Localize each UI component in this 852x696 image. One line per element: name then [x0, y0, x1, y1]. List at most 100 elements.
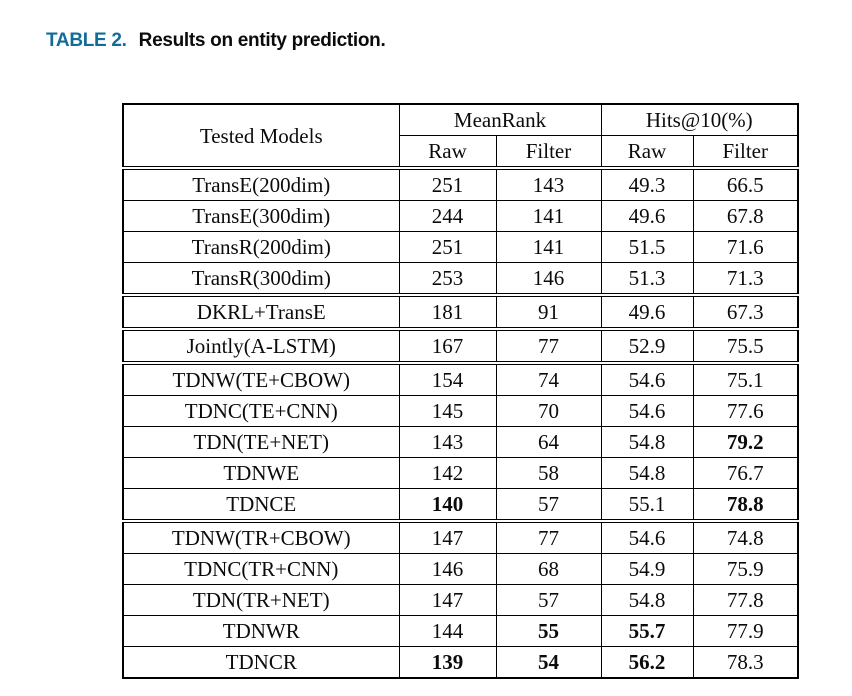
table-row: TDN(TR+NET) 147 57 54.8 77.8	[122, 584, 799, 616]
model-cell: Jointly(A-LSTM)	[122, 327, 400, 364]
value-cell: 147	[398, 584, 497, 616]
value-cell: 251	[398, 166, 497, 201]
value-cell: 54.6	[600, 519, 694, 554]
table-row: TransR(200dim) 251 141 51.5 71.6	[122, 231, 799, 263]
value-cell: 52.9	[600, 327, 694, 364]
value-cell: 147	[398, 519, 497, 554]
value-cell: 146	[398, 553, 497, 585]
model-cell: TransR(300dim)	[122, 262, 400, 296]
column-group-meanrank: MeanRank	[398, 103, 602, 136]
value-cell: 77	[495, 327, 602, 364]
model-cell: TDN(TR+NET)	[122, 584, 400, 616]
model-cell: TDNCE	[122, 488, 400, 522]
table-row: TDNCR 139 54 56.2 78.3	[122, 646, 799, 679]
value-cell: 71.6	[692, 231, 799, 263]
value-cell: 74	[495, 361, 602, 396]
value-cell: 143	[495, 166, 602, 201]
value-cell: 77.9	[692, 615, 799, 647]
table-label: TABLE 2.	[46, 30, 127, 51]
value-cell: 181	[398, 293, 497, 330]
value-cell: 74.8	[692, 519, 799, 554]
value-cell: 146	[495, 262, 602, 296]
table-row: TDNW(TR+CBOW) 147 77 54.6 74.8	[122, 519, 799, 554]
table-row: DKRL+TransE 181 91 49.6 67.3	[122, 293, 799, 330]
value-cell: 244	[398, 200, 497, 232]
value-cell: 54.8	[600, 584, 694, 616]
model-cell: TDNW(TR+CBOW)	[122, 519, 400, 554]
value-cell: 144	[398, 615, 497, 647]
value-cell: 253	[398, 262, 497, 296]
table-row: TDNC(TE+CNN) 145 70 54.6 77.6	[122, 395, 799, 427]
value-cell: 167	[398, 327, 497, 364]
value-cell: 70	[495, 395, 602, 427]
model-cell: TDNWR	[122, 615, 400, 647]
value-cell: 56.2	[600, 646, 694, 679]
value-cell: 78.8	[692, 488, 799, 522]
value-cell: 91	[495, 293, 602, 330]
table-row: TransR(300dim) 253 146 51.3 71.3	[122, 262, 799, 296]
value-cell: 55.7	[600, 615, 694, 647]
value-cell: 145	[398, 395, 497, 427]
table-row: TDNCE 140 57 55.1 78.8	[122, 488, 799, 522]
value-cell: 55	[495, 615, 602, 647]
value-cell: 76.7	[692, 457, 799, 489]
subheader-hits-raw: Raw	[600, 135, 694, 169]
value-cell: 67.3	[692, 293, 799, 330]
value-cell: 251	[398, 231, 497, 263]
header-row-groups: Tested Models MeanRank Hits@10(%)	[122, 103, 799, 169]
value-cell: 141	[495, 200, 602, 232]
subheader-hits-filter: Filter	[692, 135, 799, 169]
subheader-meanrank-raw: Raw	[398, 135, 497, 169]
value-cell: 140	[398, 488, 497, 522]
value-cell: 154	[398, 361, 497, 396]
value-cell: 51.3	[600, 262, 694, 296]
value-cell: 142	[398, 457, 497, 489]
model-cell: TDNW(TE+CBOW)	[122, 361, 400, 396]
table-row: TDN(TE+NET) 143 64 54.8 79.2	[122, 426, 799, 458]
value-cell: 77.6	[692, 395, 799, 427]
value-cell: 49.6	[600, 200, 694, 232]
value-cell: 78.3	[692, 646, 799, 679]
value-cell: 79.2	[692, 426, 799, 458]
table-row: TransE(300dim) 244 141 49.6 67.8	[122, 200, 799, 232]
column-group-hits: Hits@10(%)	[600, 103, 799, 136]
value-cell: 66.5	[692, 166, 799, 201]
caption-text: Results on entity prediction.	[138, 30, 386, 51]
value-cell: 54.6	[600, 395, 694, 427]
model-cell: TDNWE	[122, 457, 400, 489]
value-cell: 64	[495, 426, 602, 458]
model-cell: TransE(300dim)	[122, 200, 400, 232]
corner-header: Tested Models	[122, 103, 400, 169]
value-cell: 75.9	[692, 553, 799, 585]
model-cell: TransR(200dim)	[122, 231, 400, 263]
subheader-meanrank-filter: Filter	[495, 135, 602, 169]
value-cell: 54	[495, 646, 602, 679]
model-cell: TDNC(TE+CNN)	[122, 395, 400, 427]
model-cell: TransE(200dim)	[122, 166, 400, 201]
value-cell: 57	[495, 584, 602, 616]
table-row: TDNWE 142 58 54.8 76.7	[122, 457, 799, 489]
table-row: TransE(200dim) 251 143 49.3 66.5	[122, 166, 799, 201]
model-cell: TDNC(TR+CNN)	[122, 553, 400, 585]
value-cell: 75.1	[692, 361, 799, 396]
results-table: Tested Models MeanRank Hits@10(%) Raw Fi…	[122, 103, 800, 679]
value-cell: 67.8	[692, 200, 799, 232]
value-cell: 139	[398, 646, 497, 679]
table-row: Jointly(A-LSTM) 167 77 52.9 75.5	[122, 327, 799, 364]
value-cell: 55.1	[600, 488, 694, 522]
model-cell: TDNCR	[122, 646, 400, 679]
table-row: TDNW(TE+CBOW) 154 74 54.6 75.1	[122, 361, 799, 396]
model-cell: DKRL+TransE	[122, 293, 400, 330]
value-cell: 49.6	[600, 293, 694, 330]
value-cell: 71.3	[692, 262, 799, 296]
value-cell: 77	[495, 519, 602, 554]
value-cell: 75.5	[692, 327, 799, 364]
value-cell: 141	[495, 231, 602, 263]
value-cell: 49.3	[600, 166, 694, 201]
value-cell: 54.8	[600, 457, 694, 489]
value-cell: 57	[495, 488, 602, 522]
table-row: TDNC(TR+CNN) 146 68 54.9 75.9	[122, 553, 799, 585]
value-cell: 58	[495, 457, 602, 489]
table-body: TransE(200dim) 251 143 49.3 66.5 TransE(300di…	[122, 166, 799, 679]
